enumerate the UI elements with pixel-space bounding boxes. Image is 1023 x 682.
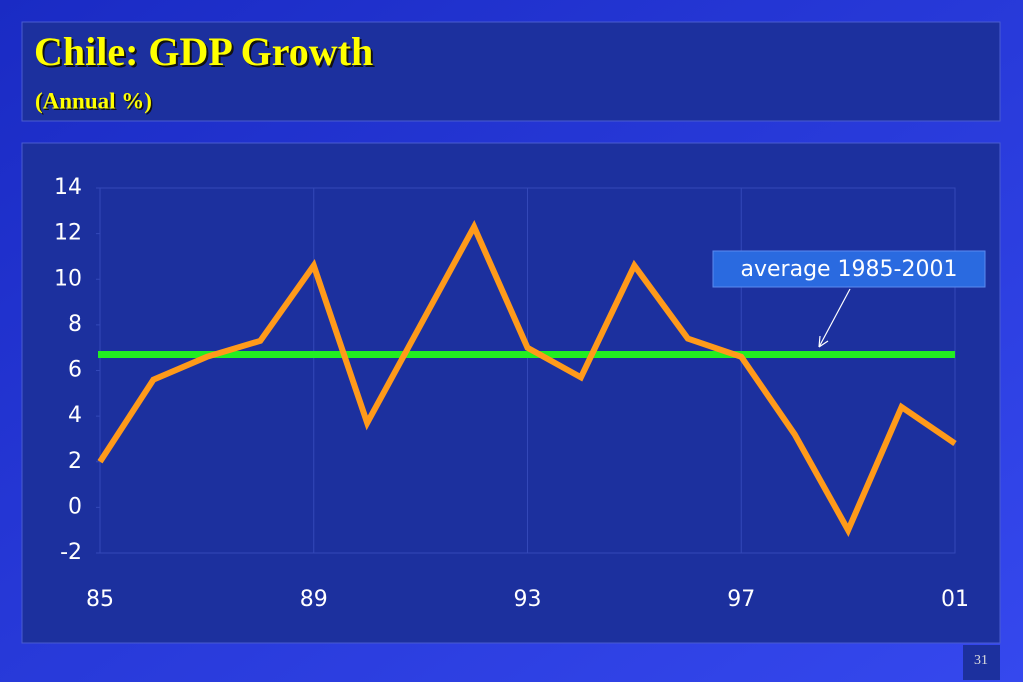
page-number: 31: [974, 653, 988, 668]
y-tick-label: 0: [68, 494, 82, 519]
y-tick-label: 14: [54, 175, 82, 200]
page-number-box: [963, 645, 1000, 680]
title-panel: [21, 21, 1001, 122]
annotation-arrow: [818, 288, 851, 348]
subtitle-shadow: (Annual %): [37, 90, 154, 115]
chart-title: Chile: GDP Growth: [34, 29, 373, 74]
title-shadow: Chile: GDP Growth: [36, 31, 375, 76]
annotation-box: [712, 250, 986, 288]
x-tick-label: 97: [727, 587, 755, 612]
x-tick-label: 01: [941, 587, 969, 612]
y-tick-label: 8: [68, 312, 82, 337]
y-tick-label: 10: [54, 266, 82, 291]
annotation-label: average 1985-2001: [741, 257, 958, 282]
y-tick-label: 12: [54, 221, 82, 246]
chart-panel: [21, 142, 1001, 644]
y-tick-label: 2: [68, 449, 82, 474]
y-tick-label: 4: [68, 403, 82, 428]
chart-subtitle: (Annual %): [35, 88, 152, 113]
y-tick-label: 6: [68, 358, 82, 383]
annotation-arrowhead: [818, 335, 829, 348]
data-line: [97, 219, 957, 537]
y-tick-label: -2: [60, 540, 82, 565]
x-tick-label: 89: [300, 587, 328, 612]
x-tick-label: 85: [86, 587, 114, 612]
x-tick-label: 93: [514, 587, 542, 612]
